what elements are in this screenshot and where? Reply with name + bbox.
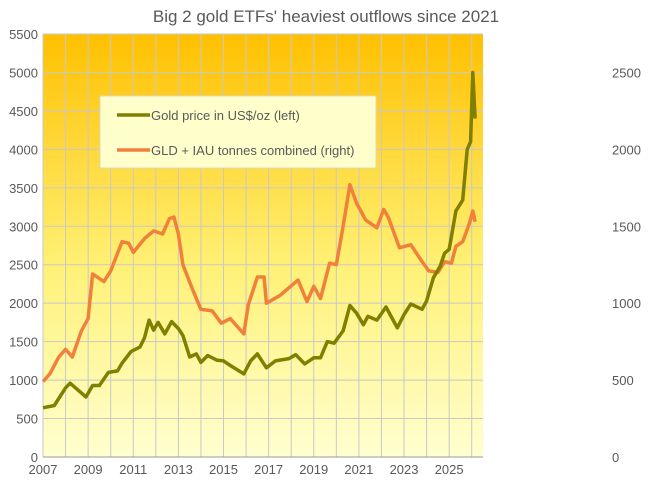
series-line-gold-price xyxy=(42,70,477,410)
y-right-tick-label: 1500 xyxy=(612,219,641,234)
y-left-tick-label: 3000 xyxy=(9,219,38,234)
y-right-tick-label: 0 xyxy=(612,450,619,465)
x-tick-label: 2017 xyxy=(254,462,283,477)
y-left-tick-label: 5500 xyxy=(9,27,38,42)
y-right-tick-label: 2000 xyxy=(612,142,641,157)
chart-title: Big 2 gold ETFs' heaviest outflows since… xyxy=(153,7,499,26)
series-line-gld-iau-tonnes xyxy=(41,182,477,383)
x-tick-label: 2011 xyxy=(119,462,147,477)
y-right-tick-label: 1000 xyxy=(612,296,641,311)
y-left-tick-label: 500 xyxy=(16,412,38,427)
legend-label-tonnes: GLD + IAU tonnes combined (right) xyxy=(151,143,354,158)
y-left-tick-label: 1000 xyxy=(9,373,38,388)
x-tick-label: 2009 xyxy=(74,462,103,477)
y-left-tick-label: 2500 xyxy=(9,258,38,273)
y-left-tick-label: 0 xyxy=(31,450,38,465)
y-right-tick-label: 2500 xyxy=(612,65,641,80)
y-left-tick-label: 3500 xyxy=(9,181,38,196)
y-left-tick-label: 4500 xyxy=(9,104,38,119)
y-left-tick-label: 1500 xyxy=(9,335,38,350)
y-left-tick-label: 5000 xyxy=(9,65,38,80)
x-tick-label: 2023 xyxy=(390,462,419,477)
legend-label-gold: Gold price in US$/oz (left) xyxy=(151,108,300,123)
x-tick-label: 2021 xyxy=(344,462,373,477)
y-axis-right: 0 500 1000 1500 2000 2500 xyxy=(612,65,641,465)
x-axis: 2007 2009 2011 2013 2015 2017 2019 2021 2023 2025 xyxy=(29,462,464,477)
x-tick-label: 2015 xyxy=(209,462,238,477)
x-tick-label: 2007 xyxy=(29,462,58,477)
y-left-tick-label: 4000 xyxy=(9,142,38,157)
y-right-tick-label: 500 xyxy=(612,373,634,388)
x-tick-label: 2019 xyxy=(299,462,328,477)
y-axis-left: 0 500 1000 1500 2000 2500 3000 3500 4000 4500 5000… xyxy=(9,27,38,465)
legend: Gold price in US$/oz (left) GLD + IAU to… xyxy=(99,95,377,169)
x-tick-label: 2013 xyxy=(164,462,193,477)
x-tick-label: 2025 xyxy=(435,462,464,477)
y-left-tick-label: 2000 xyxy=(9,296,38,311)
